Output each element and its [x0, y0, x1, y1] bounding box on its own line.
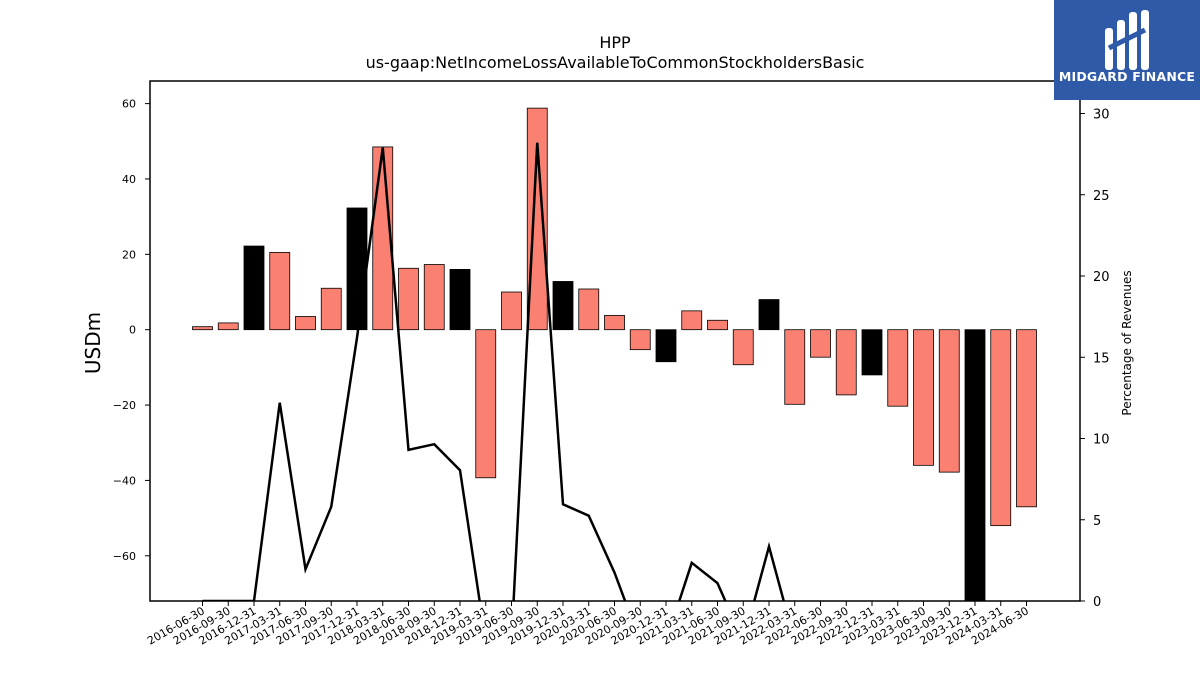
series-line [202, 142, 786, 601]
y-tick-label: 40 [122, 173, 136, 186]
y2-axis-label: Percentage of Revenues [1120, 270, 1134, 415]
bar [964, 329, 986, 602]
bar [552, 281, 574, 331]
y2-tick-label: 10 [1093, 433, 1110, 448]
bars-group [192, 107, 1037, 602]
bar [810, 329, 831, 358]
bar [269, 252, 291, 331]
bar [578, 288, 600, 331]
y2-tick-label: 0 [1093, 595, 1101, 610]
y-tick-label: −60 [113, 550, 136, 563]
bar [346, 207, 368, 331]
y2-tick-label: 15 [1093, 351, 1110, 366]
bar [1016, 329, 1037, 508]
bar [732, 329, 754, 366]
bar [784, 329, 806, 405]
bar [913, 329, 934, 466]
bar [192, 326, 213, 331]
y2-tick-label: 20 [1093, 270, 1110, 285]
bar [758, 299, 780, 331]
bar [629, 329, 651, 351]
logo-text: MIDGARD FINANCE [1058, 69, 1196, 84]
bar [243, 245, 265, 331]
bar [938, 329, 960, 473]
y-tick-label: −40 [113, 474, 136, 487]
chart-title: HPP [599, 33, 631, 52]
y2-tick-label: 25 [1093, 189, 1110, 204]
y2-tick-label: 30 [1093, 108, 1110, 123]
logo-mark-icon [1105, 10, 1149, 70]
bar [501, 291, 522, 331]
y-tick-label: 60 [122, 98, 136, 111]
bar [475, 329, 497, 479]
bar [604, 314, 625, 331]
y-tick-label: 0 [129, 324, 136, 337]
bar [835, 329, 857, 396]
bar [990, 329, 1012, 527]
bar [681, 310, 703, 331]
bar [861, 329, 883, 376]
bar [295, 316, 316, 331]
y-tick-label: 20 [122, 248, 136, 261]
bar [320, 287, 342, 331]
chart-subtitle: us-gaap:NetIncomeLossAvailableToCommonSt… [366, 53, 865, 72]
bar [707, 319, 728, 331]
bar [449, 269, 471, 331]
bar [217, 322, 239, 331]
midgard-finance-logo: MIDGARD FINANCE [1054, 0, 1200, 100]
y-tick-label: −20 [113, 399, 136, 412]
bar [526, 107, 548, 331]
y2-tick-label: 5 [1093, 514, 1101, 529]
bar [655, 329, 677, 363]
line-group [202, 142, 786, 601]
bar [887, 329, 909, 407]
bar [398, 267, 419, 331]
bar [423, 264, 445, 331]
y-axis-label: USDm [81, 312, 105, 374]
